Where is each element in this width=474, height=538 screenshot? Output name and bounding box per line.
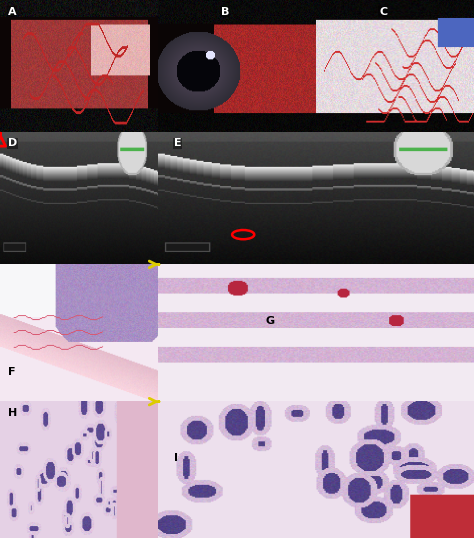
Text: A: A bbox=[8, 6, 17, 17]
Text: D: D bbox=[8, 138, 17, 148]
Text: B: B bbox=[221, 6, 229, 17]
Text: G: G bbox=[265, 316, 274, 325]
Text: F: F bbox=[8, 366, 15, 377]
Text: C: C bbox=[379, 6, 387, 17]
Text: H: H bbox=[8, 408, 17, 417]
Text: I: I bbox=[173, 453, 178, 463]
Text: E: E bbox=[173, 138, 181, 148]
